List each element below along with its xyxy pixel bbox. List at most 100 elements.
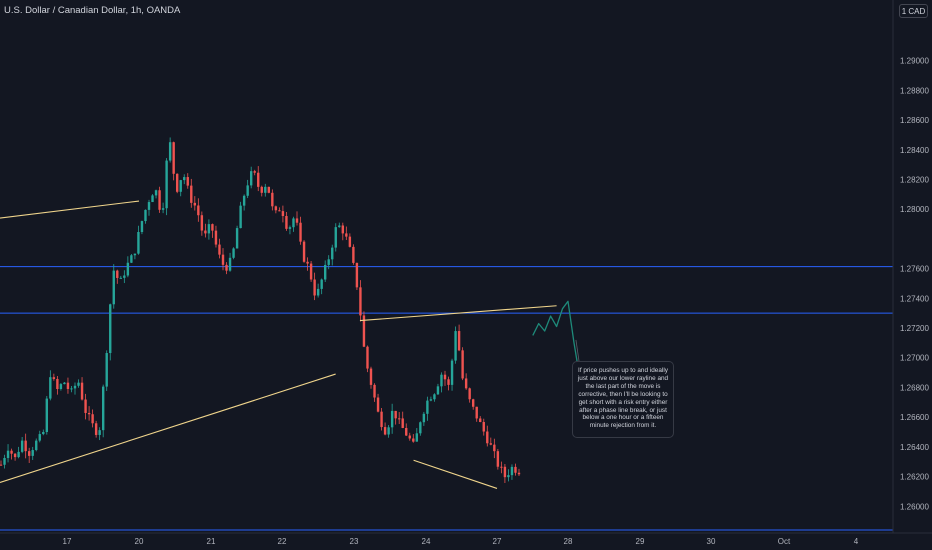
price-axis[interactable]: 1.29000 1.28800 1.28600 1.28400 1.28200 1.280… <box>900 57 929 512</box>
candle-body <box>376 397 380 412</box>
annotation-note[interactable]: If price pushes up to and ideally just a… <box>572 361 674 438</box>
candle-body <box>31 450 34 456</box>
price-tick-label: 1.26800 <box>900 383 929 392</box>
candle-body <box>140 221 144 233</box>
candle-body <box>52 377 56 379</box>
price-tick-label: 1.28800 <box>900 86 929 95</box>
candle-body <box>172 142 175 174</box>
time-tick-label: 29 <box>636 537 645 546</box>
price-tick-label: 1.26200 <box>900 473 929 482</box>
candle-body <box>369 368 373 385</box>
candle-body <box>436 386 440 395</box>
time-tick-label: 17 <box>63 537 72 546</box>
candle-body <box>228 257 232 271</box>
candle-body <box>285 216 288 229</box>
trendline[interactable] <box>0 200 140 219</box>
candle-body <box>158 190 161 210</box>
currency-badge[interactable]: 1 CAD <box>899 4 928 18</box>
candle-body <box>292 218 295 228</box>
candle-body <box>510 466 514 476</box>
candle-body <box>6 450 10 458</box>
candle-body <box>503 466 507 478</box>
candle-body <box>17 451 20 458</box>
candle-body <box>73 385 77 389</box>
candle-body <box>320 279 323 289</box>
candle-body <box>405 427 408 436</box>
candle-body <box>214 230 218 245</box>
candle-body <box>168 142 172 161</box>
candle-body <box>359 287 362 316</box>
candle-body <box>278 210 281 212</box>
price-tick-label: 1.27000 <box>900 354 929 363</box>
candle-body <box>207 224 211 234</box>
time-tick-label: 4 <box>854 537 859 546</box>
candle-body <box>380 411 383 428</box>
candle-body <box>345 233 348 237</box>
time-tick-label: 24 <box>422 537 431 546</box>
candle-body <box>267 186 271 193</box>
candle-body <box>70 388 73 390</box>
candle-body <box>299 222 302 242</box>
candle-body <box>426 400 429 414</box>
candle-body <box>45 398 49 432</box>
price-tick-label: 1.27200 <box>900 324 929 333</box>
candle-body <box>408 435 411 439</box>
price-tick-label: 1.28600 <box>900 116 929 125</box>
chart-title: U.S. Dollar / Canadian Dollar, 1h, OANDA <box>4 5 181 16</box>
candle-body <box>0 464 3 466</box>
candle-body <box>397 418 401 420</box>
candle-body <box>80 382 84 400</box>
candle-body <box>151 195 154 203</box>
time-tick-label: 23 <box>350 537 359 546</box>
time-tick-label: 27 <box>493 537 502 546</box>
candle-body <box>94 423 98 435</box>
candle-body <box>239 205 242 229</box>
candle-body <box>218 244 221 255</box>
horizontal-levels <box>0 266 893 531</box>
candle-body <box>27 451 31 456</box>
candle-body <box>38 434 41 441</box>
candle-body <box>56 378 59 390</box>
candle-body <box>200 215 204 231</box>
candle-body <box>232 248 235 258</box>
candle-body <box>341 225 345 234</box>
trendline[interactable] <box>413 459 498 489</box>
trendline[interactable] <box>0 373 336 484</box>
time-tick-label: 28 <box>564 537 573 546</box>
projection-path[interactable] <box>532 300 581 379</box>
candle-body <box>373 384 376 398</box>
time-axis[interactable]: 17 20 21 22 23 24 27 28 29 30 Oct 4 <box>63 537 859 546</box>
candle-body <box>383 427 387 435</box>
candle-body <box>119 277 123 279</box>
candlesticks <box>0 137 521 484</box>
candle-body <box>457 331 461 351</box>
candle-body <box>186 177 189 186</box>
trendline[interactable] <box>359 305 557 322</box>
candle-body <box>84 399 87 413</box>
candle-body <box>10 450 13 454</box>
candle-body <box>109 304 112 354</box>
candle-body <box>91 414 94 424</box>
price-tick-label: 1.27400 <box>900 294 929 303</box>
candle-body <box>193 202 197 206</box>
candle-body <box>179 180 182 192</box>
candle-body <box>479 418 482 423</box>
candle-body <box>401 418 404 428</box>
candle-body <box>235 228 239 249</box>
candle-body <box>422 413 426 423</box>
candle-body <box>500 466 503 468</box>
candle-body <box>306 261 309 264</box>
candle-body <box>415 433 419 442</box>
candle-body <box>464 378 468 389</box>
candle-body <box>302 241 306 262</box>
candle-body <box>190 185 193 203</box>
candle-body <box>355 262 359 288</box>
candle-body <box>454 331 457 361</box>
candle-body <box>486 431 489 444</box>
price-tick-label: 1.26600 <box>900 413 929 422</box>
candle-body <box>35 440 38 451</box>
candle-body <box>362 315 366 347</box>
time-tick-label: 21 <box>207 537 216 546</box>
candle-body <box>412 438 415 442</box>
